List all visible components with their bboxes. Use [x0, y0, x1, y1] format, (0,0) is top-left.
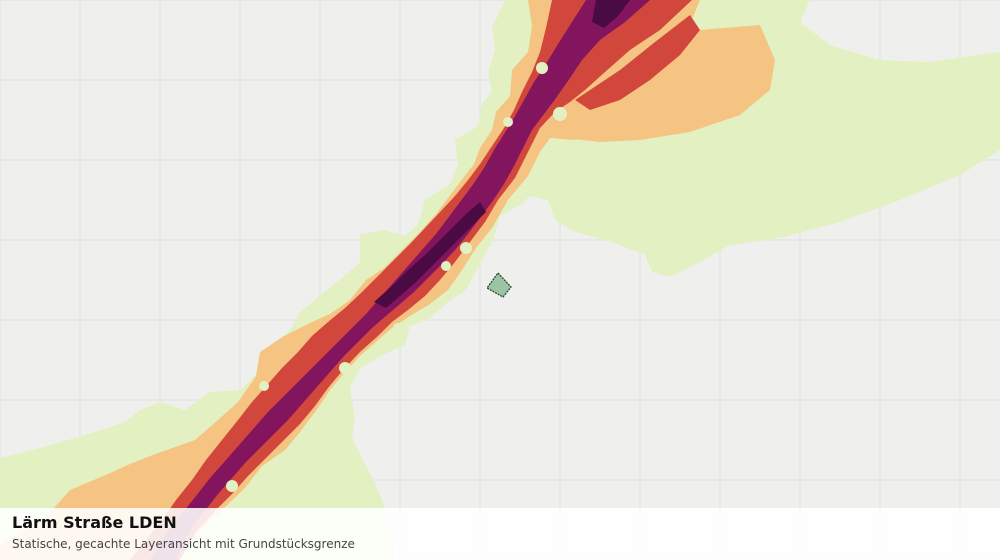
- noise-zone-level-5-north: [592, 0, 630, 28]
- layer-subtitle: Statische, gecachte Layeransicht mit Gru…: [12, 537, 355, 551]
- noise-map-openings: [226, 62, 567, 492]
- layer-title: Lärm Straße LDEN: [12, 513, 177, 532]
- layer-caption: Lärm Straße LDEN Statische, gecachte Lay…: [0, 508, 1000, 560]
- noise-zone-level-5-center: [374, 202, 486, 308]
- property-boundary[interactable]: [486, 271, 512, 298]
- noise-zone-level-3-east: [575, 15, 700, 110]
- noise-zone-level-2-east: [560, 25, 775, 142]
